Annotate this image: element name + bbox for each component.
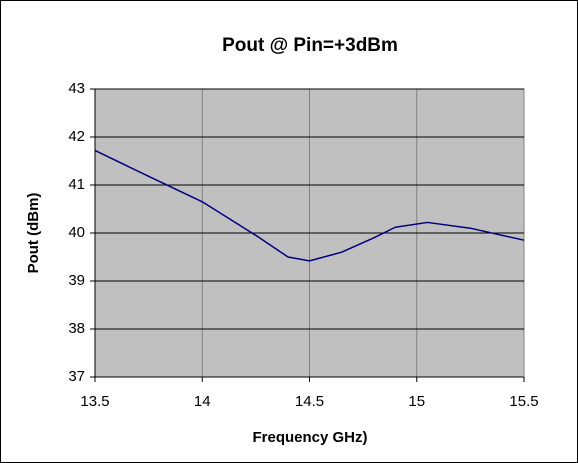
x-tick-label: 13.5 [80,393,109,410]
y-tick-label: 42 [68,128,85,145]
y-tick-label: 37 [68,368,85,385]
y-axis-label: Pout (dBm) [25,193,42,274]
y-tick-label: 43 [68,80,85,97]
data-line [94,149,525,262]
x-tick-label: 15 [408,393,425,410]
x-tick-label: 15.5 [509,393,538,410]
chart-title: Pout @ Pin=+3dBm [222,35,398,56]
y-tick-label: 40 [68,224,85,241]
y-tick-label: 38 [68,320,85,337]
x-axis-label: Frequency GHz) [252,429,367,446]
y-tick-label: 39 [68,272,85,289]
y-tick-label: 41 [68,176,85,193]
x-tick-label: 14.5 [295,393,324,410]
x-tick-label: 14 [194,393,211,410]
